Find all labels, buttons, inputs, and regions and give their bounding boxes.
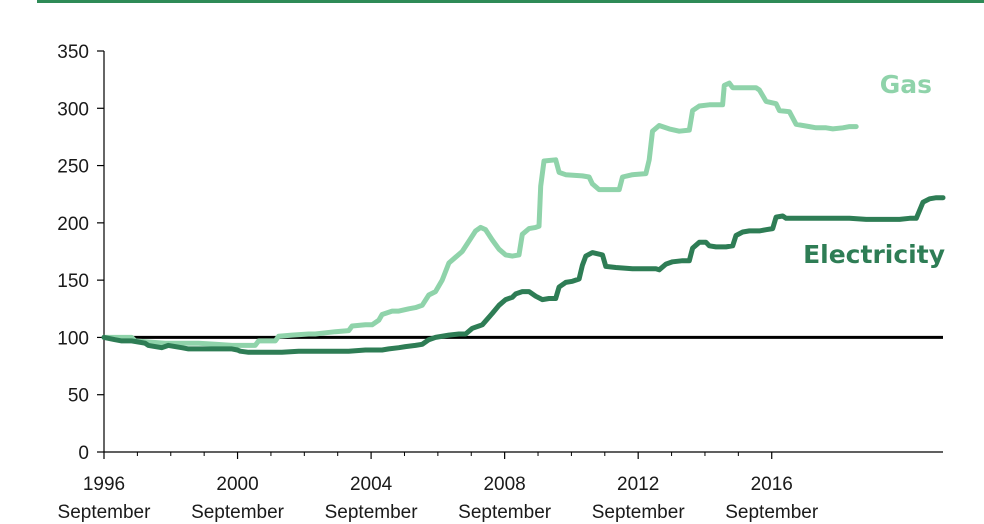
x-axis: 1996 September 2000 September 2004 September 2…	[58, 451, 943, 523]
y-tick-label: 100	[57, 328, 89, 349]
x-tick-label-year: 2000	[216, 474, 258, 495]
series-group	[101, 80, 946, 355]
y-tick-label: 350	[57, 42, 89, 63]
x-tick-label-year: 2012	[617, 474, 659, 495]
top-rule	[37, 0, 984, 3]
series-label-electricity: Electricity	[803, 240, 945, 269]
x-tick-label-year: 2008	[483, 474, 525, 495]
series-label-gas: Gas	[880, 70, 932, 99]
y-tick-label: 150	[57, 271, 89, 292]
x-tick-label-year: 2016	[751, 474, 793, 495]
series-line-electricity	[101, 195, 946, 355]
series-line-gas	[101, 80, 859, 348]
x-tick-label-month: September	[458, 502, 552, 523]
x-tick-label-year: 2004	[350, 474, 393, 495]
y-tick-label: 200	[57, 214, 89, 235]
y-tick-label: 250	[57, 157, 89, 178]
y-axis: 0 50 100 150 200 250 300 350	[57, 42, 105, 464]
x-tick-label-month: September	[325, 502, 419, 523]
y-tick-label: 50	[68, 386, 89, 407]
x-tick-label-month: September	[592, 502, 686, 523]
x-tick-label-month: September	[58, 502, 152, 523]
x-tick-label-year: 1996	[83, 474, 125, 495]
x-tick-label-month: September	[191, 502, 285, 523]
y-tick-label: 0	[78, 443, 89, 464]
x-tick-label-month: September	[725, 502, 819, 523]
y-tick-label: 300	[57, 99, 89, 120]
